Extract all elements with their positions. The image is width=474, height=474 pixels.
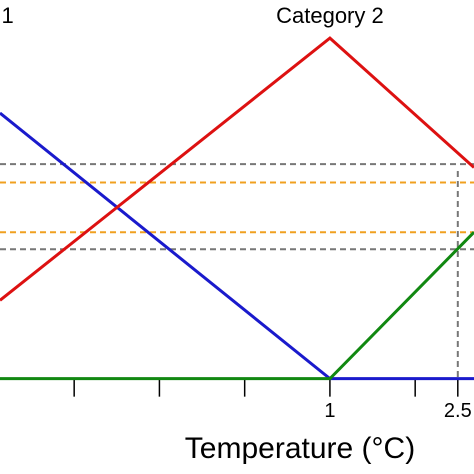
series-line (0, 111, 474, 381)
x-axis-label: Temperature (°C) (185, 432, 415, 465)
category-label: Category 2 (276, 3, 384, 28)
series-line (0, 231, 474, 381)
category-label: 1 (2, 3, 14, 28)
series-line (0, 36, 474, 302)
x-tick-label: 2.5 (444, 400, 472, 422)
x-tick-label: 1 (324, 400, 335, 422)
